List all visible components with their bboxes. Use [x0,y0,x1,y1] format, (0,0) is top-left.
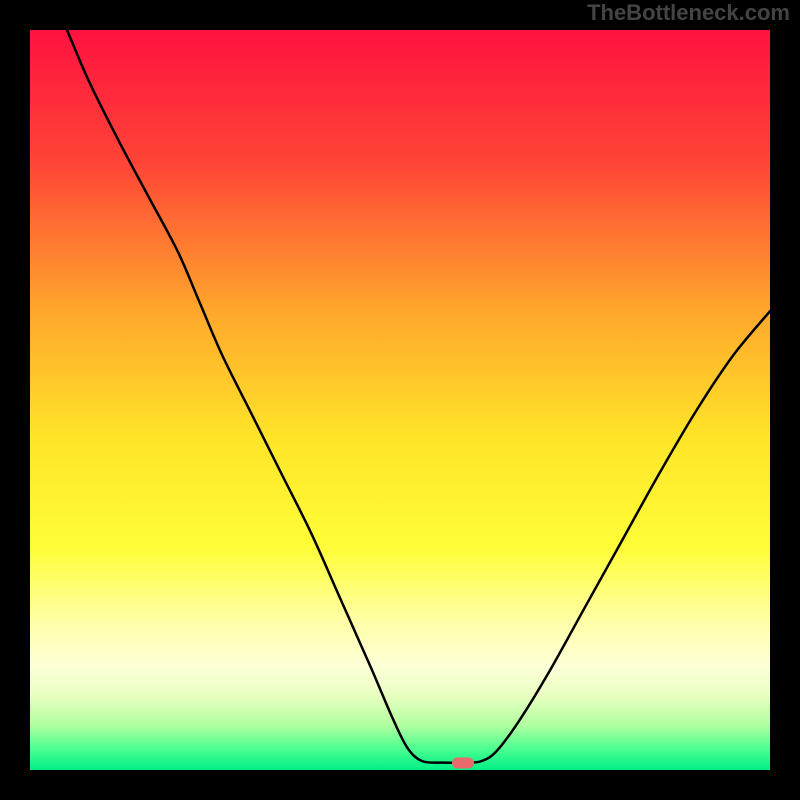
watermark-text: TheBottleneck.com [587,0,790,26]
curve-path [67,30,770,763]
plot-area [30,30,770,770]
chart-container: TheBottleneck.com [0,0,800,800]
bottleneck-curve [30,30,770,770]
optimum-marker [452,757,474,768]
